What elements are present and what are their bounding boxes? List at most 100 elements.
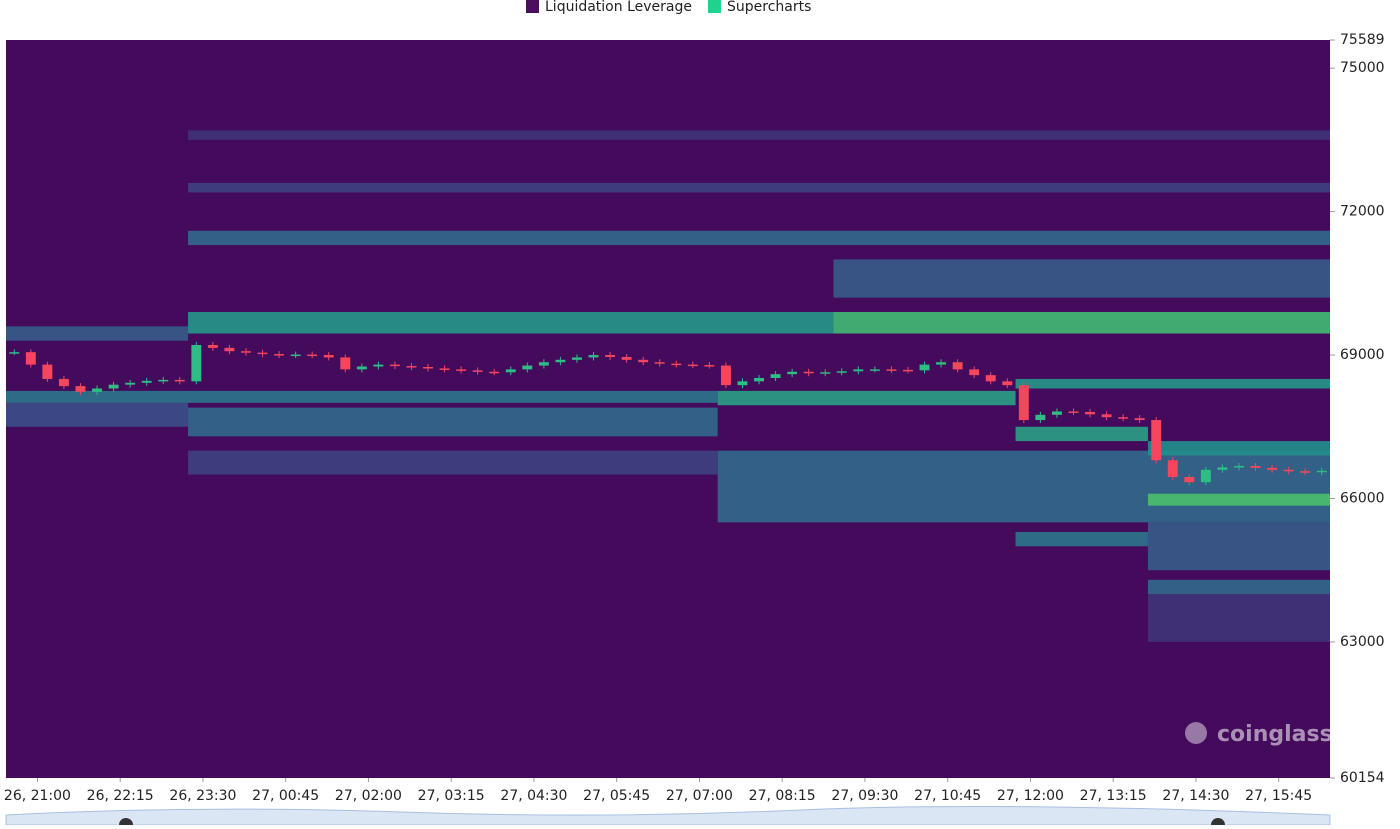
candle-body [1200, 469, 1211, 483]
candle-body [25, 352, 36, 365]
candle-body [1068, 411, 1079, 413]
legend-label: Liquidation Leverage [545, 0, 692, 15]
x-tick-label: 27, 09:30 [831, 788, 898, 804]
candle-body [1151, 420, 1162, 461]
candle-body [555, 359, 566, 363]
candle-body [704, 365, 715, 367]
candle-body [257, 352, 268, 355]
watermark-icon [1185, 722, 1207, 744]
x-tick-label: 26, 22:15 [87, 788, 154, 804]
x-tick-label: 26, 23:30 [169, 788, 236, 804]
heat-band [1147, 493, 1330, 506]
candle-body [1035, 414, 1046, 421]
candle-body [472, 370, 483, 372]
heat-band [833, 312, 1330, 334]
candle-body [9, 352, 20, 354]
candle-body [389, 364, 400, 367]
heat-band [188, 450, 718, 475]
candle-body [803, 371, 814, 374]
candle-body [1101, 414, 1112, 418]
heat-band [188, 230, 1330, 246]
candle-body [356, 366, 367, 370]
candle-body [108, 384, 119, 389]
y-tick-label: 69000 [1340, 347, 1385, 363]
candle-body [1184, 476, 1195, 483]
candle-body [952, 362, 963, 370]
candle-body [936, 362, 947, 365]
y-tick-label: 60154 [1340, 770, 1385, 786]
legend-swatch [707, 0, 721, 13]
candle-body [671, 363, 682, 366]
candle-body [423, 366, 433, 369]
candle-body [1134, 418, 1145, 421]
heat-band [833, 259, 1330, 298]
candle-body [919, 364, 930, 371]
x-tick-label: 27, 00:45 [252, 788, 319, 804]
candle-body [522, 365, 533, 370]
candle-body [605, 355, 616, 357]
candle-body [174, 379, 185, 382]
candle-body [489, 371, 500, 374]
candle-body [456, 369, 467, 371]
heat-band [1015, 531, 1148, 547]
y-tick-label: 63000 [1340, 634, 1385, 650]
candle-body [588, 355, 599, 358]
candle-body [787, 371, 798, 375]
candle-body [1300, 471, 1311, 473]
candle-body [323, 355, 334, 358]
candle-body [1316, 470, 1327, 473]
heat-band [717, 390, 1016, 406]
candle-body [621, 356, 632, 360]
candle-body [538, 362, 549, 366]
x-tick-label: 27, 08:15 [749, 788, 816, 804]
candle-body [770, 374, 781, 378]
axes: 75589 75000 72000 69000 66000 63000 60154 26, 2… [4, 32, 1385, 804]
candle-body [1217, 467, 1228, 470]
candle-body [141, 380, 152, 383]
heat-band [188, 182, 1330, 193]
x-tick-label: 26, 21:00 [4, 788, 71, 804]
candle-body [737, 381, 748, 386]
y-tick-label: 75000 [1340, 60, 1385, 76]
candles [9, 342, 1327, 486]
candle-body [853, 369, 864, 372]
candle-body [687, 364, 698, 367]
candle-body [1234, 465, 1244, 468]
heat-band [6, 402, 189, 427]
candle-body [572, 357, 582, 360]
heat-band [1147, 522, 1330, 571]
heatmap [6, 130, 1330, 642]
candle-body [274, 354, 285, 356]
navigator[interactable] [5, 805, 1331, 826]
heat-band [1147, 579, 1330, 595]
candle-body [869, 369, 880, 371]
heat-band [1147, 441, 1330, 456]
heat-band [1015, 378, 1330, 389]
candle-body [125, 382, 136, 385]
candle-body [1283, 469, 1294, 472]
watermark: coinglass [1217, 722, 1333, 747]
x-tick-label: 27, 04:30 [500, 788, 567, 804]
candle-body [207, 345, 218, 348]
x-tick-label: 27, 05:45 [583, 788, 650, 804]
candle-body [373, 364, 384, 367]
heat-band [717, 450, 1330, 523]
candle-body [720, 365, 731, 386]
x-tick-label: 27, 15:45 [1245, 788, 1312, 804]
candle-body [1118, 417, 1129, 419]
heat-band [6, 326, 189, 341]
legend-swatch [526, 0, 539, 13]
y-tick-label: 72000 [1340, 204, 1385, 220]
candle-body [1002, 381, 1013, 386]
heat-band [188, 130, 1330, 140]
heat-band [188, 407, 718, 437]
candle-body [505, 369, 516, 373]
x-tick-label: 27, 03:15 [418, 788, 485, 804]
x-tick-label: 27, 14:30 [1162, 788, 1229, 804]
candle-body [903, 369, 913, 372]
x-tick-label: 27, 10:45 [914, 788, 981, 804]
candle-body [191, 345, 202, 382]
candle-body [224, 347, 235, 352]
heat-band [1147, 594, 1330, 642]
